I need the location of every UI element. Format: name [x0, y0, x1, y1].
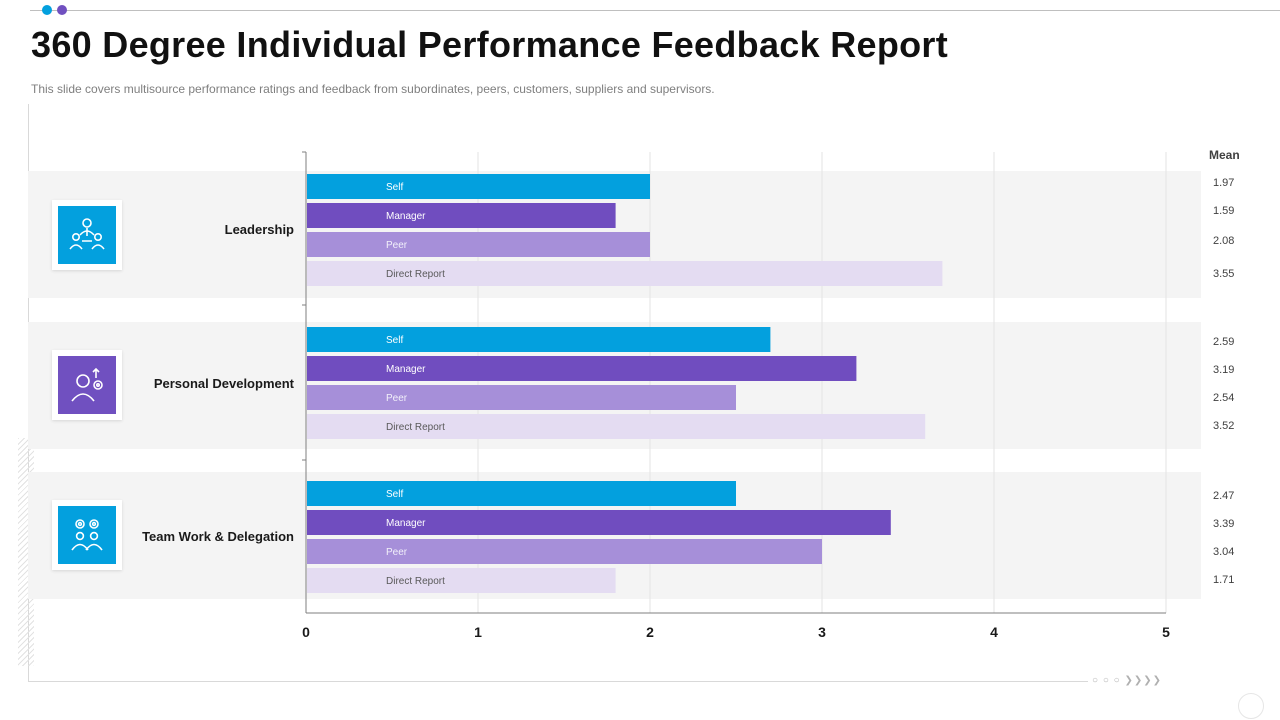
page-title: 360 Degree Individual Performance Feedba…: [31, 24, 949, 65]
teamwork-gears-icon: [58, 506, 116, 564]
category-label-personal-development: Personal Development: [153, 376, 294, 391]
decor-dot-purple: [57, 5, 67, 15]
mean-value-personal-development-self: 2.59: [1213, 336, 1234, 348]
mean-column-header: Mean: [1209, 148, 1240, 162]
mean-value-leadership-manager: 1.59: [1213, 205, 1234, 217]
x-tick-label-2: 2: [646, 624, 654, 640]
mean-value-personal-development-direct-report: 3.52: [1213, 420, 1234, 432]
mean-value-team-work-delegation-manager: 3.39: [1213, 518, 1234, 530]
team-work-icon-frame: [52, 500, 122, 570]
bar-label-personal-development-manager: Manager: [386, 364, 426, 375]
footer-dots: ○ ○ ○ ❯❯❯❯: [1092, 675, 1162, 686]
top-rule: [30, 10, 1280, 11]
bar-label-personal-development-self: Self: [386, 335, 403, 346]
personal-development-icon-frame: [52, 350, 122, 420]
bar-personal-development-peer: [307, 385, 736, 410]
bar-label-leadership-peer: Peer: [386, 240, 408, 251]
bar-team-work-delegation-peer: [307, 539, 822, 564]
x-tick-label-4: 4: [990, 624, 998, 640]
bar-personal-development-self: [307, 327, 771, 352]
category-label-leadership: Leadership: [224, 222, 294, 237]
footer-rule: [28, 681, 1088, 682]
bar-label-leadership-direct-report: Direct Report: [386, 269, 445, 280]
bar-leadership-manager: [307, 203, 616, 228]
bar-personal-development-direct-report: [307, 414, 926, 439]
corner-circle: [1238, 693, 1264, 719]
bar-leadership-self: [307, 174, 650, 199]
bar-label-personal-development-direct-report: Direct Report: [386, 422, 445, 433]
bar-personal-development-manager: [307, 356, 857, 381]
mean-value-team-work-delegation-peer: 3.04: [1213, 546, 1234, 558]
bar-label-team-work-delegation-peer: Peer: [386, 547, 408, 558]
bar-team-work-delegation-manager: [307, 510, 891, 535]
bar-label-team-work-delegation-self: Self: [386, 489, 403, 500]
page-subtitle: This slide covers multisource performanc…: [31, 82, 715, 96]
mean-value-leadership-direct-report: 3.55: [1213, 268, 1234, 280]
category-label-team-work: Team Work & Delegation: [142, 529, 294, 544]
decor-dot-blue: [42, 5, 52, 15]
mean-value-personal-development-manager: 3.19: [1213, 364, 1234, 376]
x-tick-label-1: 1: [474, 624, 482, 640]
bar-team-work-delegation-self: [307, 481, 736, 506]
mean-value-leadership-peer: 2.08: [1213, 235, 1234, 247]
mean-value-team-work-delegation-direct-report: 1.71: [1213, 574, 1234, 586]
bar-label-leadership-manager: Manager: [386, 211, 426, 222]
bar-leadership-direct-report: [307, 261, 943, 286]
x-tick-label-3: 3: [818, 624, 826, 640]
bar-leadership-peer: [307, 232, 650, 257]
mean-value-team-work-delegation-self: 2.47: [1213, 490, 1234, 502]
personal-growth-icon: [58, 356, 116, 414]
mean-value-leadership-self: 1.97: [1213, 177, 1234, 189]
leadership-icon-frame: [52, 200, 122, 270]
bar-label-personal-development-peer: Peer: [386, 393, 408, 404]
bar-label-leadership-self: Self: [386, 182, 403, 193]
mean-value-personal-development-peer: 2.54: [1213, 392, 1234, 404]
x-tick-label-0: 0: [302, 624, 310, 640]
x-tick-label-5: 5: [1162, 624, 1170, 640]
bar-label-team-work-delegation-direct-report: Direct Report: [386, 576, 445, 587]
bar-label-team-work-delegation-manager: Manager: [386, 518, 426, 529]
bar-team-work-delegation-direct-report: [307, 568, 616, 593]
leadership-team-icon: [58, 206, 116, 264]
